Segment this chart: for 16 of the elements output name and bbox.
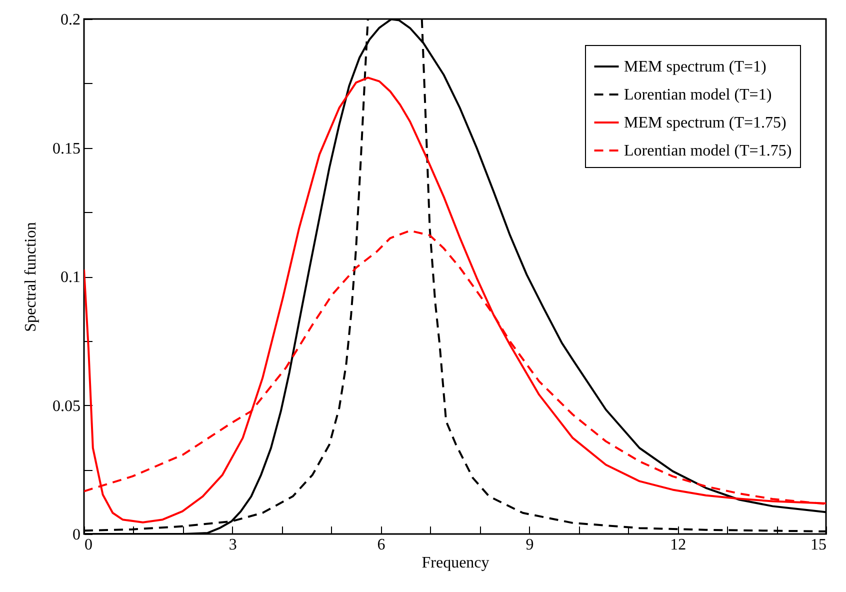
y-tick-label: 0.15: [52, 140, 80, 158]
x-tick-label: 6: [377, 536, 386, 554]
legend-label: Lorentian model (T=1): [624, 86, 772, 104]
legend-label: MEM spectrum (T=1): [624, 58, 766, 76]
x-tick-label: 12: [670, 536, 686, 554]
x-tick-label: 3: [228, 536, 237, 554]
y-axis-title: Spectral function: [22, 222, 40, 332]
x-tick-label: 15: [810, 536, 826, 554]
legend-label: Lorentian model (T=1.75): [624, 142, 792, 160]
y-tick-label: 0.05: [52, 398, 80, 415]
x-tick-label: 9: [526, 536, 534, 554]
y-tick-label: 0.2: [60, 12, 80, 28]
legend-label: MEM spectrum (T=1.75): [624, 114, 786, 132]
x-tick-label: 0: [84, 536, 92, 554]
y-tick-label: 0.1: [60, 269, 80, 286]
x-axis-title: Frequency: [422, 554, 490, 572]
